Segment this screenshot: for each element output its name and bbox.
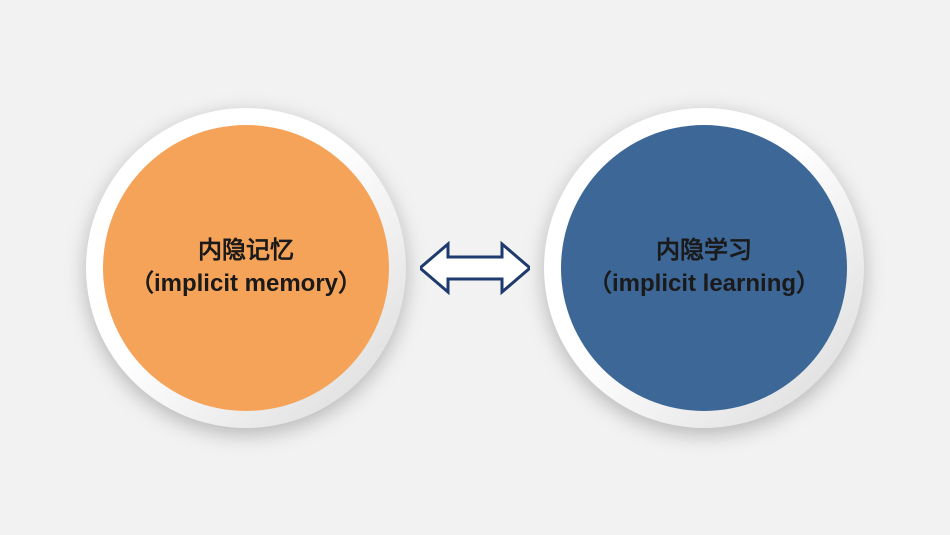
left-circle-title-cn: 内隐记忆 (198, 235, 294, 267)
left-circle-fill: 内隐记忆 （implicit memory） (103, 125, 389, 411)
right-concept-circle: 内隐学习 （implicit learning） (544, 108, 864, 428)
bidirectional-arrow (420, 238, 530, 298)
diagram-stage: 内隐记忆 （implicit memory） 内隐学习 （implicit le… (0, 0, 950, 535)
double-arrow-icon (420, 238, 530, 298)
right-circle-title-cn: 内隐学习 (656, 235, 752, 267)
right-circle-fill: 内隐学习 （implicit learning） (561, 125, 847, 411)
left-concept-circle: 内隐记忆 （implicit memory） (86, 108, 406, 428)
left-circle-title-en: （implicit memory） (130, 268, 362, 300)
right-circle-title-en: （implicit learning） (588, 268, 820, 300)
